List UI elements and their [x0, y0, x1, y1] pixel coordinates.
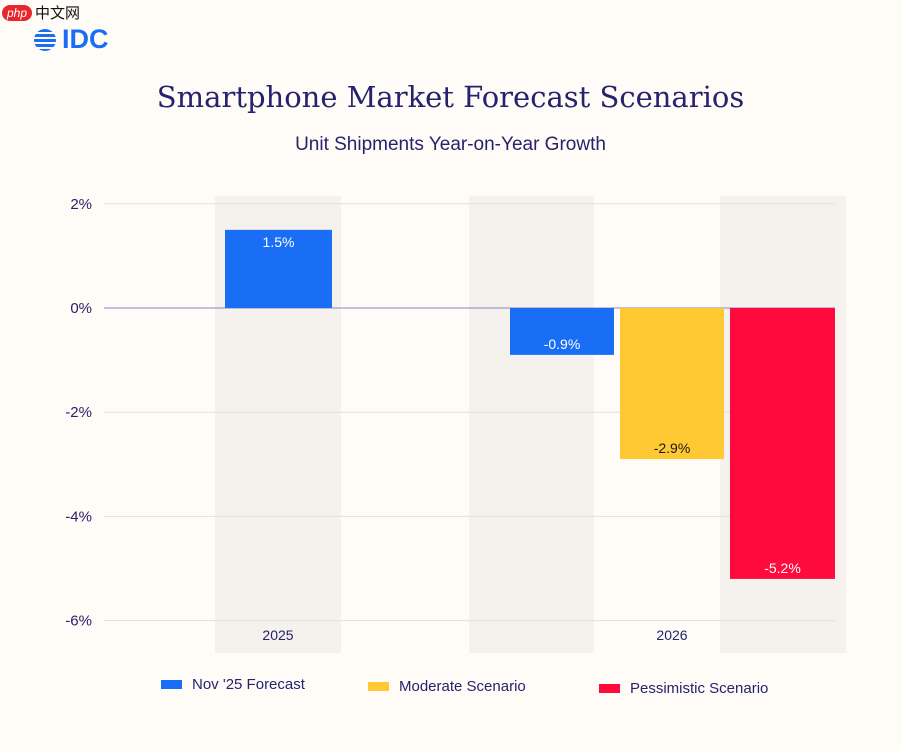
- logo-text: IDC: [62, 24, 109, 54]
- chart-subtitle: Unit Shipments Year-on-Year Growth: [295, 134, 606, 155]
- globe-icon: [34, 28, 56, 51]
- legend-item-pessimistic: Pessimistic Scenario: [599, 680, 768, 697]
- y-tick-label: -6%: [65, 613, 92, 630]
- x-tick-label: 2025: [262, 627, 293, 643]
- y-tick-label: 2%: [70, 196, 92, 213]
- data-label: -2.9%: [654, 440, 691, 456]
- legend-swatch: [368, 682, 389, 691]
- data-label: -0.9%: [544, 336, 581, 352]
- legend-swatch: [161, 680, 182, 689]
- y-tick-label: -2%: [65, 404, 92, 421]
- x-tick-label: 2026: [656, 627, 687, 643]
- data-label: -5.2%: [764, 560, 801, 576]
- bar-2026-1: [620, 308, 724, 460]
- bar-2026-0: [510, 308, 614, 355]
- legend-label: Moderate Scenario: [399, 678, 526, 695]
- legend: Nov '25 Forecast Moderate Scenario Pessi…: [0, 676, 901, 706]
- chart-title: Smartphone Market Forecast Scenarios: [156, 80, 745, 114]
- y-tick-label: 0%: [70, 300, 92, 317]
- idc-logo: IDC: [32, 24, 109, 55]
- legend-label: Nov '25 Forecast: [192, 676, 305, 693]
- bar-2026-2: [730, 308, 835, 579]
- bar-2025-0: [225, 229, 332, 308]
- y-tick-label: -4%: [65, 508, 92, 525]
- data-label: 1.5%: [263, 234, 295, 250]
- watermark: php 中文网: [2, 2, 80, 23]
- watermark-text: 中文网: [35, 5, 81, 22]
- category-band: [469, 196, 594, 653]
- legend-item-moderate: Moderate Scenario: [368, 678, 526, 695]
- legend-swatch: [599, 684, 620, 693]
- watermark-badge: php: [2, 4, 33, 21]
- legend-label: Pessimistic Scenario: [630, 680, 769, 697]
- legend-item-nov-forecast: Nov '25 Forecast: [161, 676, 305, 693]
